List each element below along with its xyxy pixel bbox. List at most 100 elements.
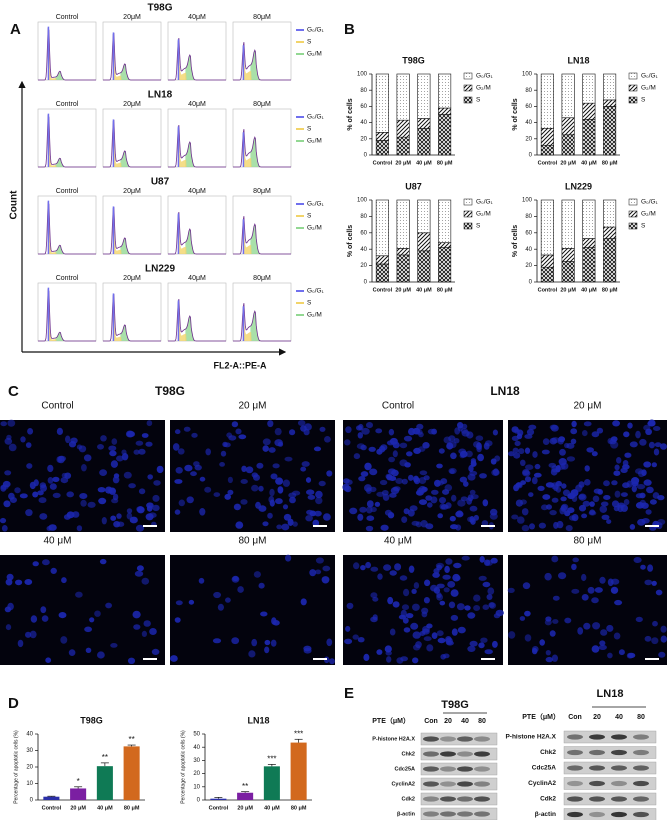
- nucleus: [511, 435, 519, 441]
- y-tick-label: 40: [26, 732, 33, 738]
- nucleus: [97, 444, 104, 450]
- protein-label: Cdc25A: [395, 766, 416, 772]
- nucleus: [121, 453, 129, 461]
- nucleus: [492, 429, 498, 436]
- nucleus: [256, 462, 264, 469]
- nucleus: [137, 506, 144, 513]
- nucleus: [451, 494, 457, 502]
- nucleus: [374, 501, 381, 507]
- nucleus: [363, 653, 370, 662]
- nucleus: [564, 617, 572, 624]
- nucleus: [545, 650, 551, 656]
- nucleus: [410, 622, 419, 630]
- panel-label: D: [8, 695, 19, 712]
- nucleus: [591, 451, 598, 457]
- nucleus: [422, 442, 430, 449]
- nucleus: [623, 499, 630, 506]
- bar-segment: [396, 136, 410, 156]
- nucleus: [268, 447, 276, 453]
- x-tick-label: 20 μM: [560, 287, 576, 293]
- nucleus: [264, 639, 271, 646]
- histogram-line: [103, 119, 161, 168]
- condition-label: 20 μM: [239, 401, 267, 412]
- nucleus: [413, 447, 421, 454]
- nucleus: [508, 631, 516, 639]
- band: [440, 766, 456, 772]
- legend-label: G₂/M: [307, 312, 322, 319]
- nucleus: [389, 570, 397, 576]
- condition-label: 20μM: [123, 14, 141, 21]
- nucleus: [0, 517, 7, 524]
- band: [423, 751, 439, 757]
- cell-line-title: T98G: [155, 384, 185, 398]
- nucleus: [401, 604, 410, 611]
- nucleus: [571, 563, 577, 571]
- histogram-line: [168, 212, 226, 255]
- nucleus: [97, 487, 106, 493]
- nucleus: [436, 583, 445, 589]
- nucleus: [260, 611, 268, 617]
- nucleus: [398, 614, 406, 620]
- legend-label: G₀/G₁: [307, 114, 325, 121]
- nucleus: [274, 427, 282, 436]
- nucleus: [631, 485, 637, 492]
- legend-label: S: [476, 223, 481, 230]
- bar-segment: [375, 73, 389, 133]
- nucleus: [258, 505, 267, 512]
- nucleus: [647, 564, 654, 572]
- nucleus: [648, 419, 656, 427]
- band: [457, 781, 473, 787]
- nucleus: [635, 616, 643, 623]
- nucleus: [644, 635, 652, 642]
- nucleus: [110, 643, 118, 648]
- x-tick-label: Control: [373, 160, 393, 166]
- nucleus: [143, 620, 151, 627]
- nucleus: [29, 630, 37, 639]
- nucleus: [388, 476, 397, 481]
- nucleus: [439, 600, 446, 606]
- nucleus: [318, 480, 326, 487]
- nucleus: [425, 495, 433, 501]
- nucleus: [660, 625, 667, 633]
- nucleus: [522, 469, 530, 476]
- nucleus: [2, 480, 11, 488]
- blot-strip: [420, 747, 498, 761]
- nucleus: [174, 617, 181, 623]
- x-tick-label: 40 μM: [581, 160, 597, 166]
- bar-segment: [603, 199, 617, 228]
- nucleus: [26, 463, 33, 469]
- nucleus: [561, 483, 567, 489]
- nucleus: [643, 461, 652, 468]
- nucleus: [83, 454, 92, 462]
- nucleus: [600, 629, 608, 636]
- nucleus: [551, 555, 559, 563]
- nucleus: [126, 431, 135, 438]
- y-tick-label: 0: [197, 798, 201, 804]
- bar-segment: [603, 99, 617, 107]
- nucleus: [551, 437, 560, 444]
- y-axis-label: % of cells: [512, 225, 519, 257]
- x-tick-label: Control: [42, 805, 62, 811]
- scale-bar: [645, 525, 659, 527]
- nucleus: [631, 481, 639, 487]
- nucleus: [372, 596, 379, 602]
- nucleus: [32, 561, 39, 567]
- nucleus: [52, 492, 61, 498]
- nucleus: [406, 451, 413, 457]
- nucleus: [457, 626, 466, 634]
- nucleus: [105, 486, 113, 494]
- nucleus: [613, 632, 621, 640]
- nucleus: [614, 599, 623, 606]
- nucleus: [237, 586, 244, 593]
- nucleus: [484, 559, 491, 566]
- lane-label: 40: [615, 714, 623, 721]
- s-area: [178, 315, 187, 341]
- nucleus: [105, 602, 112, 609]
- nucleus: [635, 493, 644, 499]
- condition-label: Control: [382, 401, 414, 412]
- x-tick-label: 80 μM: [437, 160, 453, 166]
- nucleus: [421, 607, 429, 614]
- bar-segment: [603, 238, 617, 283]
- condition-label: 20 μM: [574, 401, 602, 412]
- nucleus: [4, 470, 12, 476]
